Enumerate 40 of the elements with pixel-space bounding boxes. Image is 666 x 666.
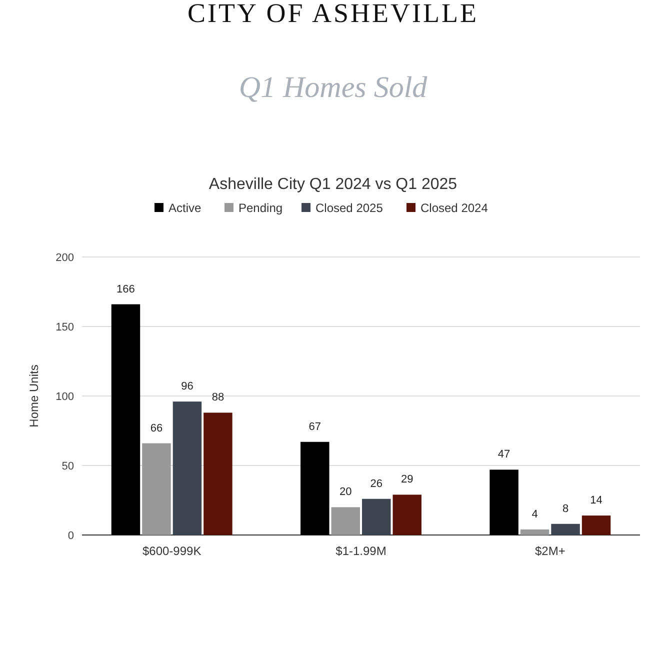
y-tick-label: 100 (56, 391, 74, 403)
data-label: 14 (590, 494, 602, 507)
legend-label: Active (168, 201, 202, 215)
bar (331, 507, 360, 535)
bar (392, 494, 422, 535)
bar (520, 529, 550, 535)
bar (172, 402, 202, 535)
legend-label: Closed 2024 (420, 201, 488, 215)
bar (142, 443, 171, 535)
data-label: 20 (340, 486, 352, 498)
data-label: 26 (370, 478, 382, 490)
text: Q1 Homes Sold (238, 71, 428, 104)
data-label: 29 (400, 474, 414, 486)
data-label: 166 (116, 283, 135, 296)
x-tick-label: $600-999K (142, 544, 202, 558)
legend-label: Pending (238, 201, 283, 215)
y-tick-label: 50 (62, 460, 74, 472)
data-label: 47 (498, 448, 510, 461)
data-label: 4 (532, 508, 538, 520)
x-tick-label: $2M+ (534, 544, 566, 558)
legend-label: Closed 2025 (316, 201, 384, 215)
bar (551, 524, 580, 535)
bar (362, 498, 391, 535)
bar (582, 516, 611, 535)
data-label: 8 (562, 502, 569, 515)
bar (300, 442, 330, 535)
chart-title: Asheville City Q1 2024 vs Q1 2025 (208, 176, 458, 193)
y-tick-label: 0 (68, 530, 74, 542)
y-tick-label: 150 (56, 322, 74, 334)
data-label: 96 (181, 380, 194, 393)
data-label: 88 (212, 392, 224, 404)
bar (204, 412, 232, 535)
bar (490, 470, 518, 535)
data-label: 66 (150, 422, 163, 434)
bar (111, 304, 140, 535)
text: CITY OF ASHEVILLE (188, 0, 478, 28)
x-tick-label: $1-1.99M (336, 544, 386, 558)
y-tick-label: 200 (56, 252, 74, 264)
data-label: 67 (308, 420, 322, 433)
y-axis-title: Home Units (27, 364, 41, 428)
